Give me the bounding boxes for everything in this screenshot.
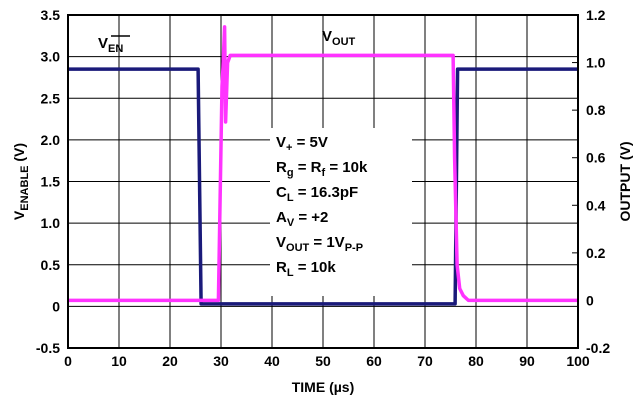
right-y-tick-label: 0.8 [586,102,606,118]
right-y-tick-label: 0 [586,292,594,308]
x-tick-label: 70 [417,353,433,369]
x-tick-label: 90 [519,353,535,369]
condition-line: AV = +2 [276,209,328,229]
test-conditions: V+ = 5V Rg = Rf = 10k CL = 16.3pF AV = +2 VO… [270,128,412,296]
x-tick-label: 60 [366,353,382,369]
conditions-background [270,128,412,296]
x-tick-label: 10 [111,353,127,369]
right-y-tick-label: 1.0 [586,55,606,71]
series-labels: VEN VOUT [98,28,356,55]
left-y-tick-label: 1.5 [41,174,61,190]
x-tick-label: 80 [468,353,484,369]
right-y-tick-label: 0.2 [586,245,606,261]
left-y-tick-label: 1.0 [41,215,61,231]
series-label-ven: VEN [98,35,123,55]
left-y-tick-label: -0.5 [36,340,60,356]
x-tick-label: 30 [213,353,229,369]
plot-frame [67,14,579,349]
x-tick-label: 20 [162,353,178,369]
left-y-tick-labels: -0.5 0 0.5 1.0 1.5 2.0 2.5 3.0 3.5 [36,7,60,356]
x-tick-label: 100 [566,353,590,369]
left-y-tick-label: 3.0 [41,49,61,65]
right-y-tick-label: -0.2 [586,340,610,356]
right-y-tick-labels: -0.2 0 0.2 0.4 0.6 0.8 1.0 1.2 [586,7,610,356]
left-y-tick-label: 2.0 [41,132,61,148]
x-axis-label: TIME (µs) [292,379,355,395]
x-tick-label: 50 [315,353,331,369]
x-tick-label: 40 [264,353,280,369]
left-y-tick-label: 3.5 [41,7,61,23]
condition-line: VOUT = 1VP-P [276,234,363,254]
right-y-tick-label: 0.4 [586,197,606,213]
series-label-vout: VOUT [322,28,356,48]
left-y-tick-label: 2.5 [41,90,61,106]
x-tick-labels: 0 10 20 30 40 50 60 70 80 90 100 [64,353,590,369]
condition-line: RL = 10k [276,259,336,279]
axis-labels: TIME (µs) VENABLE (V) OUTPUT (V) [11,141,633,395]
right-y-tick-label: 1.2 [586,7,606,23]
condition-line: CL = 16.3pF [276,184,358,204]
series-line-ven [68,67,578,306]
right-y-tick-label: 0.6 [586,150,606,166]
series-line-vout [68,25,578,303]
traces [68,25,578,306]
condition-line: Rg = Rf = 10k [276,159,368,179]
left-y-axis-label: VENABLE (V) [11,143,31,220]
right-y-axis-label: OUTPUT (V) [617,141,633,221]
x-tick-label: 0 [64,353,72,369]
condition-line: V+ = 5V [276,134,328,154]
left-y-tick-label: 0.5 [41,257,61,273]
left-y-tick-label: 0 [52,298,60,314]
